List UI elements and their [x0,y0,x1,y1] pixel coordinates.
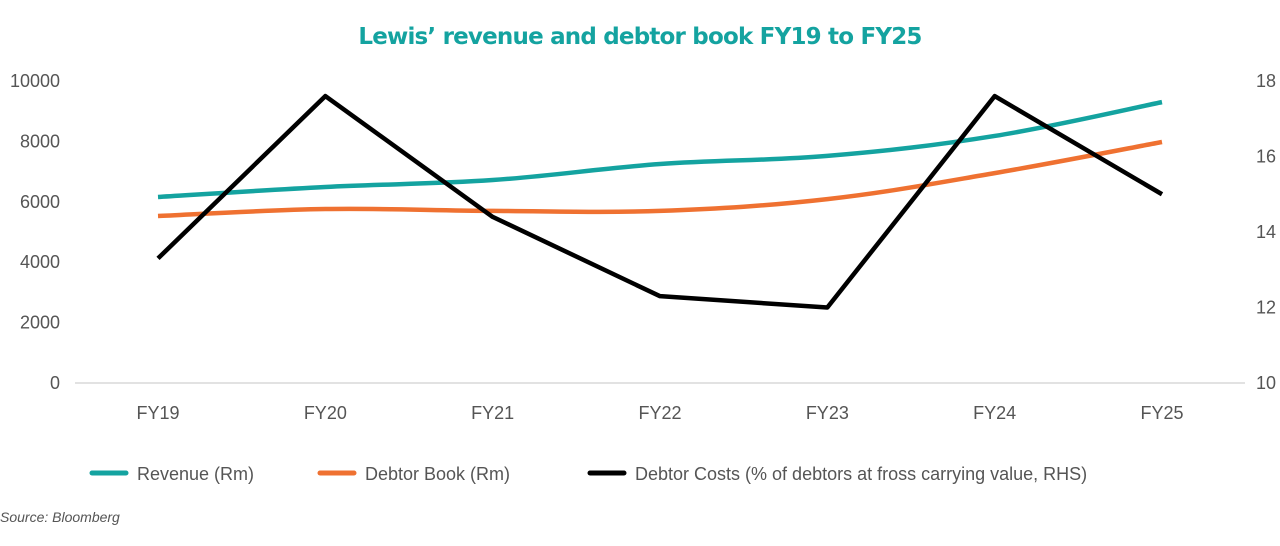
left-tick-label: 2000 [20,313,60,333]
left-tick-label: 8000 [20,131,60,151]
x-tick-label: FY24 [973,403,1016,423]
series-line-0 [157,99,1163,200]
chart-title: Lewis’ revenue and debtor book FY19 to F… [358,24,921,50]
x-tick-label: FY21 [471,403,514,423]
right-tick-label: 14 [1256,222,1276,242]
source-note: Source: Bloomberg [0,509,120,525]
legend-label: Debtor Costs (% of debtors at fross carr… [635,464,1087,484]
legend-label: Revenue (Rm) [137,464,254,484]
left-tick-label: 6000 [20,192,60,212]
left-tick-label: 10000 [10,71,60,91]
right-tick-label: 10 [1256,373,1276,393]
x-tick-label: FY19 [136,403,179,423]
legend-label: Debtor Book (Rm) [365,464,510,484]
x-tick-label: FY20 [304,403,347,423]
right-tick-label: 12 [1256,298,1276,318]
right-tick-label: 16 [1256,147,1276,167]
x-tick-label: FY23 [806,403,849,423]
left-tick-label: 4000 [20,252,60,272]
series-line-2 [156,93,1164,310]
series-line-1 [157,139,1163,219]
left-tick-label: 0 [50,373,60,393]
right-tick-label: 18 [1256,71,1276,91]
x-tick-label: FY22 [638,403,681,423]
x-tick-label: FY25 [1140,403,1183,423]
